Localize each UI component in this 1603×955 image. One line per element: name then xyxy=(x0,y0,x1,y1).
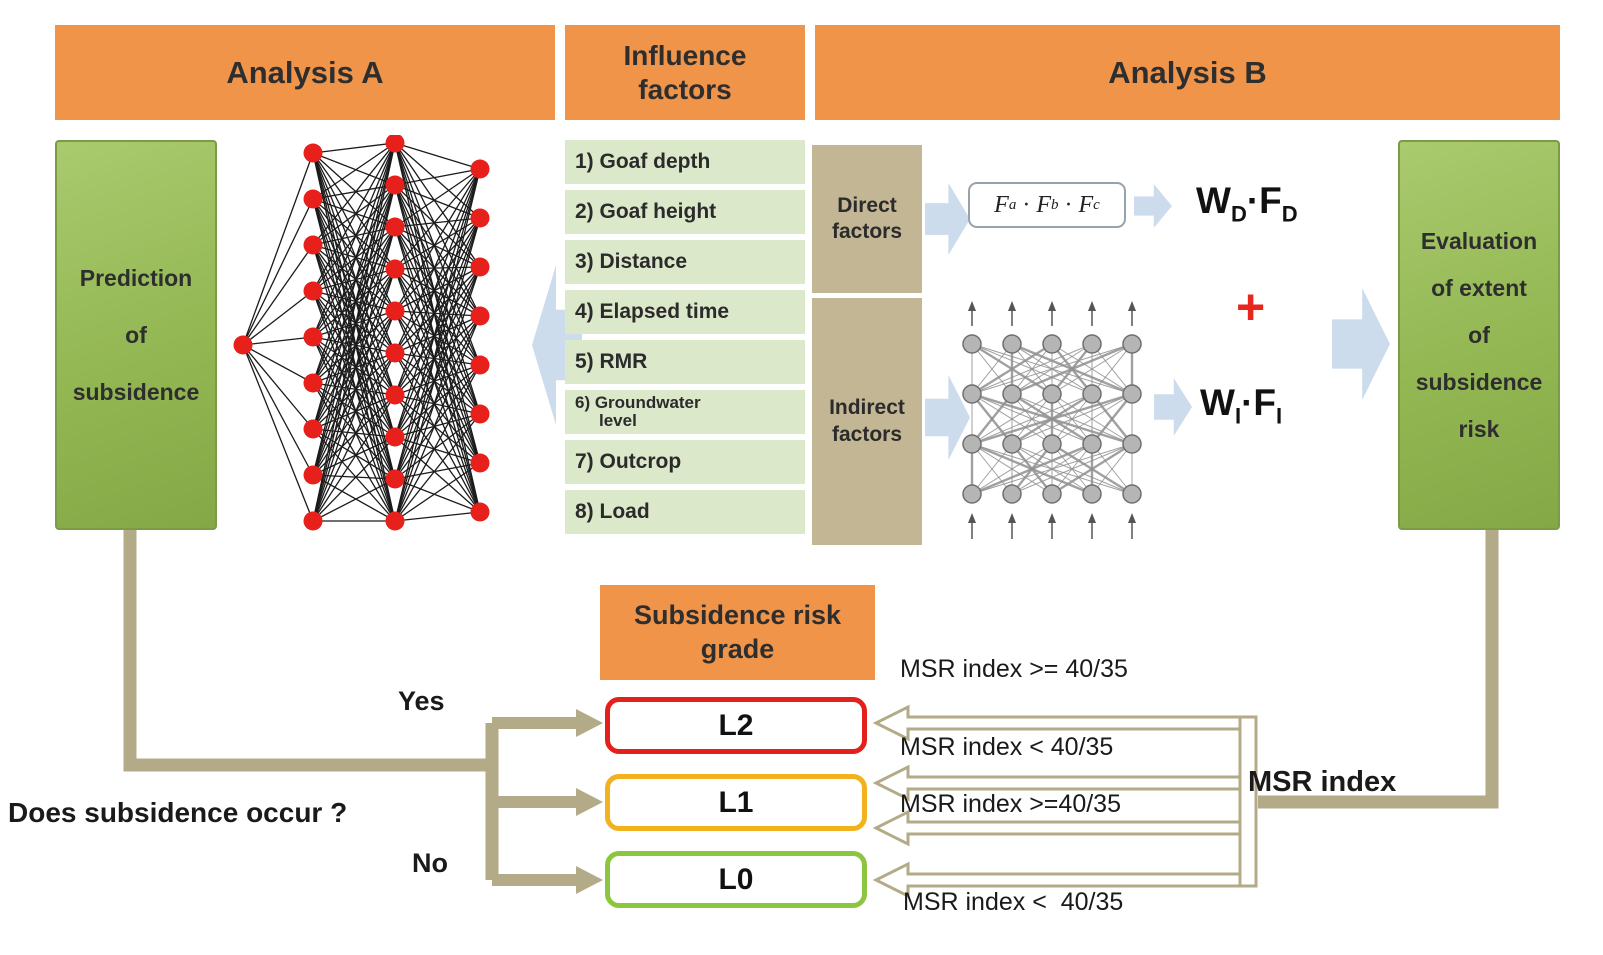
risk-level-l1: L1 xyxy=(605,774,867,831)
term-base: F xyxy=(1259,180,1282,221)
factor-elapsed-time: 4) Elapsed time xyxy=(565,290,805,334)
factor-goaf-depth: 1) Goaf depth xyxy=(565,140,805,184)
formula-sub: c xyxy=(1093,196,1100,213)
neural-network-a xyxy=(233,135,490,531)
factor-label: 8) Load xyxy=(575,500,650,523)
factor-goaf-height: 2) Goaf height xyxy=(565,190,805,234)
term-sub: I xyxy=(1234,403,1242,429)
evaluation-line: Evaluation xyxy=(1420,227,1538,254)
factor-load: 8) Load xyxy=(565,490,805,534)
term-dot: · xyxy=(1241,382,1254,423)
risk-level-l2: L2 xyxy=(605,697,867,754)
wi-fi-term: WI·FI xyxy=(1200,382,1282,429)
factor-rmr: 5) RMR xyxy=(565,340,805,384)
msr-condition-l0: MSR index < 40/35 xyxy=(903,888,1124,916)
does-subsidence-occur-label: Does subsidence occur ? xyxy=(8,797,348,828)
direct-factors-box: Direct factors xyxy=(812,145,922,293)
influence-factor-list: 1) Goaf depth 2) Goaf height 3) Distance… xyxy=(565,140,805,534)
evaluation-line: of extent xyxy=(1431,274,1527,301)
msr-index-label: MSR index xyxy=(1248,766,1397,798)
formula-sub: a xyxy=(1008,196,1017,213)
indirect-factors-box: Indirect factors xyxy=(812,298,922,545)
no-label: No xyxy=(412,848,448,878)
factor-label: 4) Elapsed time xyxy=(575,300,730,323)
prediction-line: of xyxy=(125,321,147,348)
factor-label: 7) Outcrop xyxy=(575,450,682,473)
factor-groundwater-level: 6) Groundwater level xyxy=(565,390,805,434)
factor-label: 2) Goaf height xyxy=(575,200,717,223)
term-sub: I xyxy=(1276,403,1283,429)
subsidence-risk-grade-header: Subsidence risk grade xyxy=(600,585,875,680)
factor-label: 3) Distance xyxy=(575,250,688,273)
term-base: F xyxy=(1253,382,1276,423)
header-influence-factors: Influence factors xyxy=(565,25,805,120)
plus-sign: + xyxy=(1236,279,1266,335)
formula-f: F xyxy=(1036,191,1051,218)
term-sub: D xyxy=(1230,201,1247,227)
factor-label-line2: level xyxy=(599,411,637,430)
factor-label: 6) Groundwater xyxy=(575,393,701,412)
header-analysis-b: Analysis B xyxy=(815,25,1560,120)
neural-network-b xyxy=(962,301,1142,539)
term-base: W xyxy=(1200,382,1235,423)
evaluation-line: risk xyxy=(1458,415,1500,442)
formula-sub: b xyxy=(1051,196,1059,213)
term-dot: · xyxy=(1246,180,1260,221)
msr-condition-l1-lower: MSR index >=40/35 xyxy=(900,790,1121,818)
formula-f: F xyxy=(994,191,1009,218)
term-base: W xyxy=(1196,180,1231,221)
prediction-line: Prediction xyxy=(79,264,193,291)
formula-dot: · xyxy=(1064,191,1073,218)
header-analysis-a: Analysis A xyxy=(55,25,555,120)
factor-distance: 3) Distance xyxy=(565,240,805,284)
wd-fd-term: WD·FD xyxy=(1196,180,1298,227)
term-sub: D xyxy=(1281,201,1298,227)
evaluation-of-risk-box: Evaluation of extent of subsidence risk xyxy=(1398,140,1560,530)
prediction-line: subsidence xyxy=(72,378,200,405)
yes-label: Yes xyxy=(398,686,445,716)
formula-dot: · xyxy=(1022,191,1031,218)
msr-condition-l1-upper: MSR index < 40/35 xyxy=(900,733,1114,761)
prediction-of-subsidence-box: Prediction of subsidence xyxy=(55,140,217,530)
risk-level-l0: L0 xyxy=(605,851,867,908)
evaluation-line: subsidence xyxy=(1415,368,1543,395)
factor-outcrop: 7) Outcrop xyxy=(565,440,805,484)
factor-label: 5) RMR xyxy=(575,350,648,373)
msr-condition-l2: MSR index >= 40/35 xyxy=(900,655,1128,683)
factor-label: 1) Goaf depth xyxy=(575,150,711,173)
formula-f: F xyxy=(1078,191,1094,218)
evaluation-line: of xyxy=(1468,321,1490,348)
